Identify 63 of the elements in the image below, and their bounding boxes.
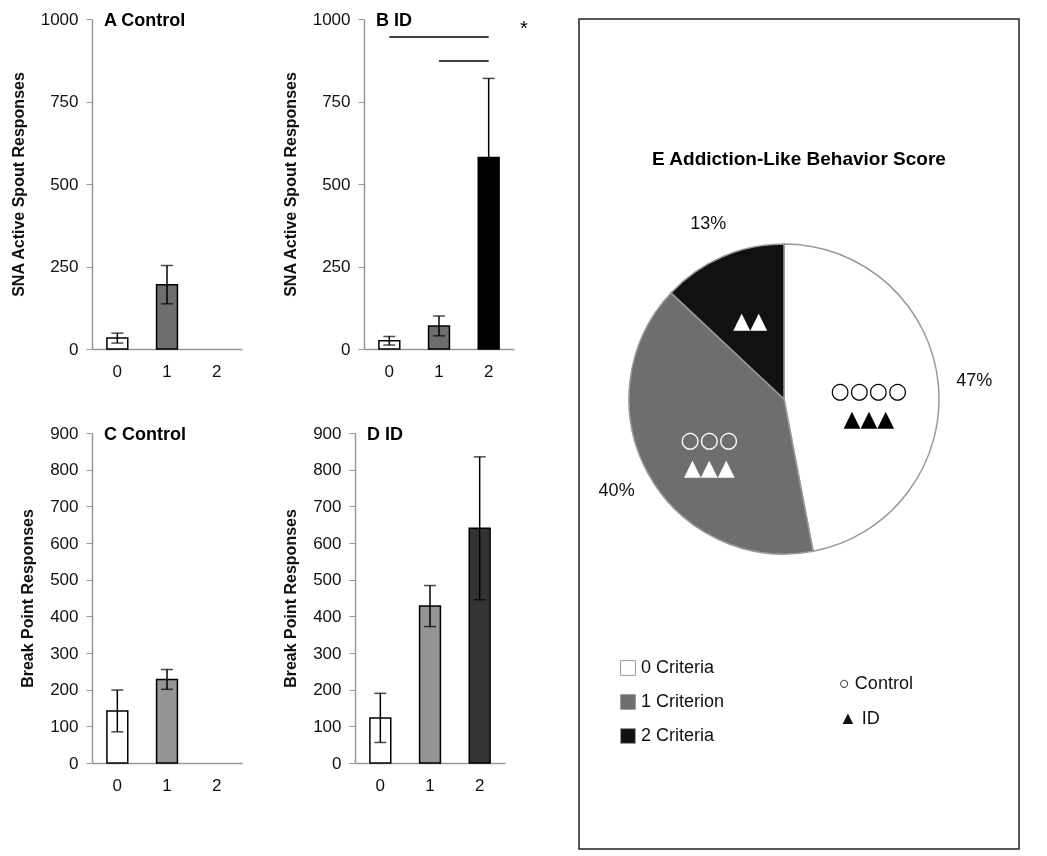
text: ▲▲ [733,307,768,333]
y-tick-label: 100 [313,716,342,736]
data-label: 13% [690,212,727,233]
text: ○ Control [839,673,913,693]
y-tick-label: 0 [341,339,351,359]
x-tick-label: 1 [162,361,172,381]
y-tick-label: 500 [50,174,79,194]
text: ▲ ID [839,708,880,728]
y-tick-label: 400 [313,606,342,626]
chart-title: C Control [104,424,186,444]
y-axis-title: Break Point Responses [282,509,300,688]
y-tick-label: 500 [313,570,342,590]
x-tick-label: 2 [474,775,485,795]
y-tick-label: 700 [313,496,342,516]
chart-title: B ID [376,10,412,30]
y-tick-label: 300 [313,643,342,663]
text: * [520,17,529,39]
data-label: 47% [956,370,993,391]
x-tick-label: 2 [483,361,494,381]
y-tick-label: 600 [313,533,342,553]
y-tick-label: 800 [50,460,79,480]
x-tick-label: 0 [384,361,395,381]
legend-label: 2 Criteria [641,725,716,745]
chart-title: E Addiction-Like Behavior Score [652,148,946,169]
chart-title: D ID [367,424,403,444]
data-label: 40% [598,480,635,501]
y-axis-title: SNA Active Spout Responses [9,72,27,297]
y-tick-label: 300 [50,643,79,663]
y-axis-title: Break Point Responses [19,509,37,688]
x-tick-label: 0 [112,361,123,381]
y-tick-label: 500 [322,174,351,194]
y-tick-label: 400 [50,606,79,626]
y-tick-label: 1000 [312,9,351,29]
y-tick-label: 750 [322,92,351,111]
y-tick-label: 250 [322,257,351,276]
x-tick-label: 0 [112,775,123,795]
y-tick-label: 500 [50,570,79,590]
legend-label: 1 Criterion [641,691,725,711]
y-tick-label: 250 [50,257,79,276]
y-tick-label: 1000 [40,9,79,29]
y-tick-label: 750 [50,92,79,111]
chart-title: A Control [104,10,186,30]
legend-label: 0 Criteria [641,657,716,677]
y-tick-label: 600 [50,533,79,553]
text: ○○○ ▲▲▲ [680,427,739,481]
y-tick-label: 0 [69,753,79,773]
x-tick-label: 1 [162,775,172,795]
x-tick-label: 1 [425,775,435,795]
y-tick-label: 200 [313,680,342,700]
y-tick-label: 200 [50,680,79,700]
y-axis-title: SNA Active Spout Responses [281,72,299,297]
x-tick-label: 2 [211,361,222,381]
y-tick-label: 900 [50,423,79,443]
y-tick-label: 0 [332,753,342,773]
y-tick-label: 800 [313,460,342,480]
x-tick-label: 1 [434,361,444,381]
y-tick-label: 0 [69,339,79,359]
y-tick-label: 700 [50,496,79,516]
x-tick-label: 2 [211,775,222,795]
text: ○○○○ ▲▲▲ [830,377,908,431]
x-tick-label: 0 [375,775,386,795]
y-tick-label: 900 [313,423,342,443]
y-tick-label: 100 [50,716,79,736]
